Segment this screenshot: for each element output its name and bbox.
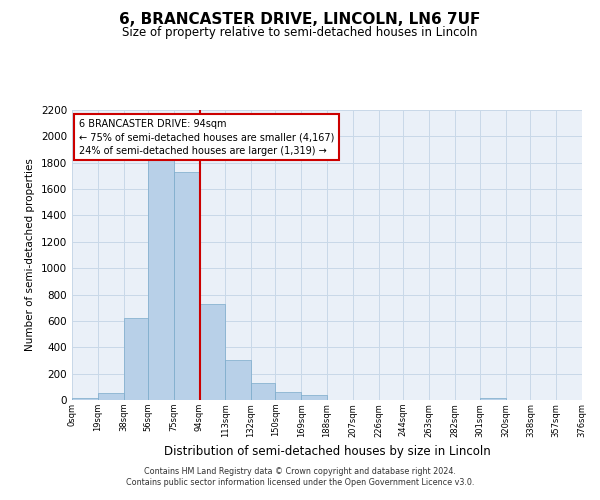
- Bar: [98, 394, 124, 400]
- Bar: [148, 158, 174, 400]
- X-axis label: Distribution of semi-detached houses by size in Lincoln: Distribution of semi-detached houses by …: [164, 445, 490, 458]
- Bar: [301, 394, 327, 400]
- Text: 6, BRANCASTER DRIVE, LINCOLN, LN6 7UF: 6, BRANCASTER DRIVE, LINCOLN, LN6 7UF: [119, 12, 481, 28]
- Text: Size of property relative to semi-detached houses in Lincoln: Size of property relative to semi-detach…: [122, 26, 478, 39]
- Y-axis label: Number of semi-detached properties: Number of semi-detached properties: [25, 158, 35, 352]
- Bar: [72, 398, 98, 400]
- Bar: [480, 398, 506, 400]
- Bar: [174, 172, 199, 400]
- Text: Contains HM Land Registry data © Crown copyright and database right 2024.: Contains HM Land Registry data © Crown c…: [144, 467, 456, 476]
- Text: 6 BRANCASTER DRIVE: 94sqm
← 75% of semi-detached houses are smaller (4,167)
24% : 6 BRANCASTER DRIVE: 94sqm ← 75% of semi-…: [79, 119, 334, 156]
- Bar: [251, 383, 275, 400]
- Text: Contains public sector information licensed under the Open Government Licence v3: Contains public sector information licen…: [126, 478, 474, 487]
- Bar: [275, 392, 301, 400]
- Bar: [225, 360, 251, 400]
- Bar: [124, 318, 148, 400]
- Bar: [199, 304, 225, 400]
